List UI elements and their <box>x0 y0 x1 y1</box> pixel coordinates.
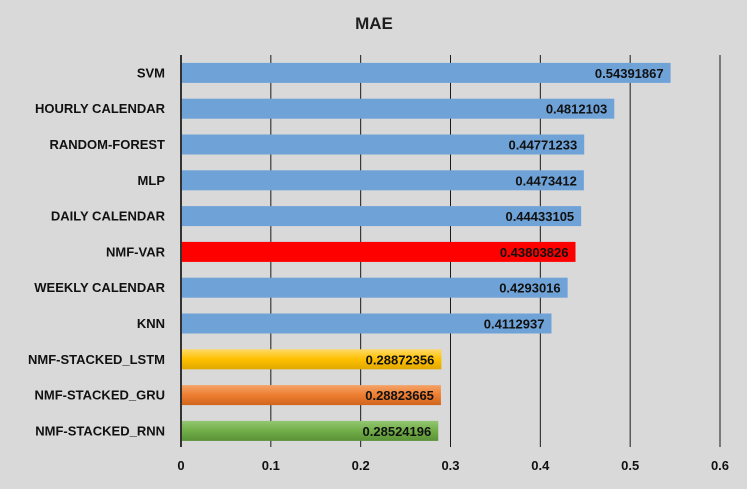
data-label: 0.4293016 <box>499 281 560 296</box>
bar <box>182 98 615 119</box>
data-label: 0.28872356 <box>366 352 435 367</box>
x-tick-label: 0.4 <box>531 458 550 473</box>
bar <box>182 277 568 298</box>
category-label: NMF-VAR <box>106 244 166 259</box>
data-label: 0.44433105 <box>505 209 574 224</box>
data-label: 0.43803826 <box>500 245 569 260</box>
data-label: 0.28524196 <box>363 424 432 439</box>
data-label: 0.54391867 <box>595 66 664 81</box>
data-label: 0.44771233 <box>509 138 578 153</box>
data-label: 0.28823665 <box>365 388 434 403</box>
x-tick-label: 0.5 <box>621 458 639 473</box>
category-label: RANDOM-FOREST <box>49 137 165 152</box>
category-label: SVM <box>137 65 165 80</box>
bar <box>182 62 671 83</box>
bar <box>182 241 576 262</box>
data-label: 0.4473412 <box>515 173 576 188</box>
x-tick-label: 0.6 <box>711 458 729 473</box>
data-label: 0.4812103 <box>546 102 607 117</box>
bar <box>182 420 439 441</box>
bar <box>182 170 584 191</box>
x-tick-label: 0.2 <box>352 458 370 473</box>
category-label: NMF-STACKED_RNN <box>35 423 165 438</box>
category-label: HOURLY CALENDAR <box>35 101 166 116</box>
category-label: KNN <box>137 316 165 331</box>
bar <box>182 134 585 155</box>
x-tick-label: 0 <box>177 458 184 473</box>
category-label: WEEKLY CALENDAR <box>34 280 165 295</box>
bar <box>182 385 441 406</box>
bar <box>182 206 582 227</box>
chart-title: MAE <box>355 14 393 33</box>
category-label: NMF-STACKED_GRU <box>35 388 165 403</box>
bar <box>182 313 552 334</box>
bar <box>182 349 442 370</box>
x-tick-label: 0.1 <box>262 458 280 473</box>
x-tick-label: 0.3 <box>441 458 459 473</box>
data-label: 0.4112937 <box>484 317 545 332</box>
category-label: DAILY CALENDAR <box>51 209 166 224</box>
category-label: NMF-STACKED_LSTM <box>28 352 165 367</box>
category-label: MLP <box>138 173 166 188</box>
